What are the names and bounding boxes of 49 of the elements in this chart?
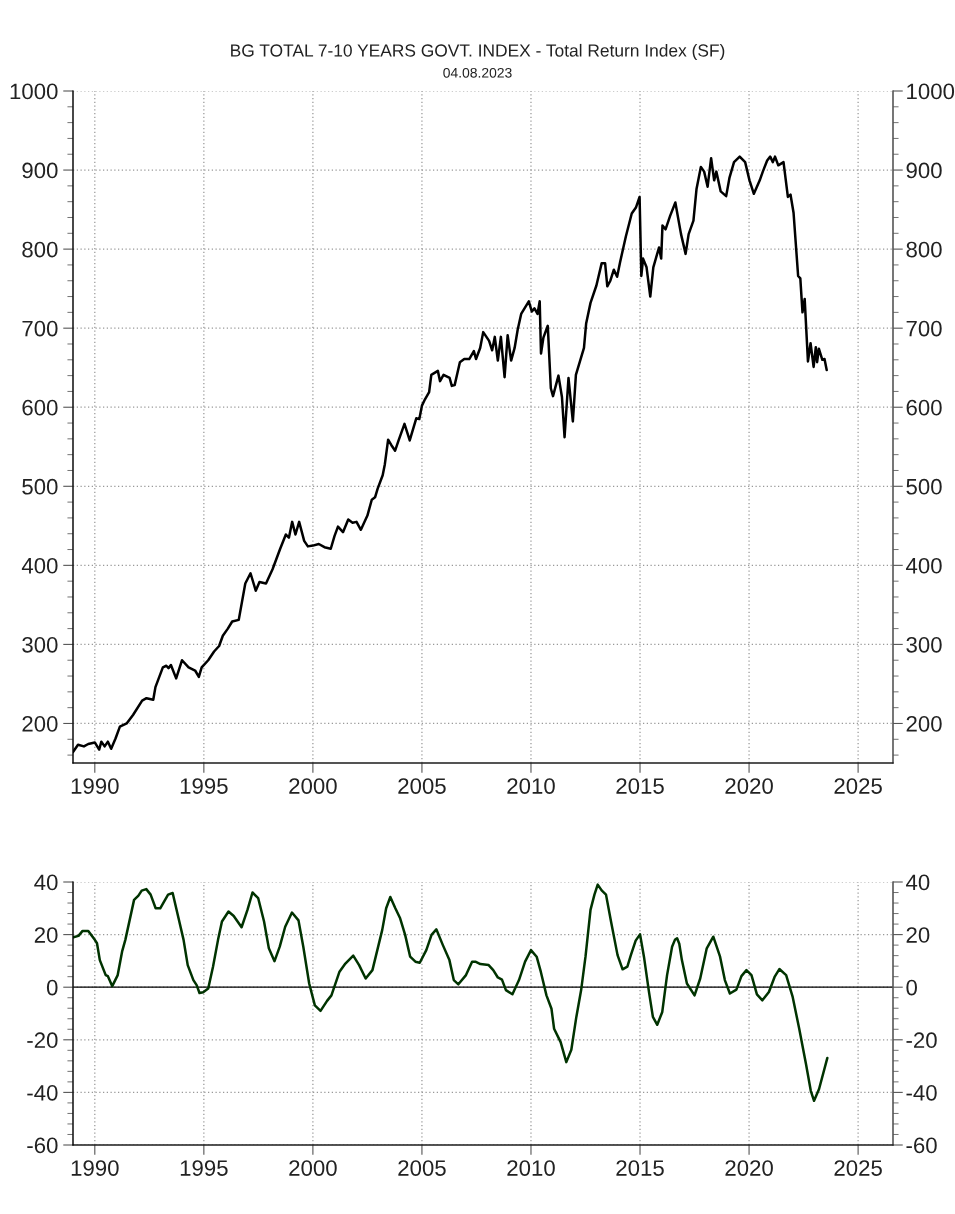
y-tick-label: 300	[22, 636, 58, 653]
x-tick-label: 2020	[725, 778, 773, 794]
y2-tick-label: 400	[906, 557, 942, 574]
chart-title: BG TOTAL 7-10 YEARS GOVT. INDEX - Total Return Index (SF)	[231, 43, 725, 61]
y-tick-label: 400	[21, 557, 58, 574]
x-tick-label: 2025	[834, 778, 882, 794]
y2-tick-label: 900	[906, 162, 942, 179]
chart-subtitle: 04.08.2023	[443, 67, 512, 78]
y2-tick-label: 500	[906, 478, 942, 495]
y2-tick-label: 20	[906, 927, 930, 943]
y-tick-label: -20	[27, 1032, 58, 1049]
x-tick-label: 1990	[71, 778, 119, 794]
y-tick-label: 600	[22, 399, 58, 416]
y-tick-label: -60	[27, 1137, 58, 1154]
x-tick-label: 2000	[289, 778, 337, 794]
y-tick-label: 40	[34, 874, 58, 891]
y2-tick-label: 600	[906, 399, 942, 416]
y-tick-label: 1000	[10, 83, 58, 100]
line-series	[73, 883, 829, 1103]
y2-tick-label: 200	[906, 716, 942, 732]
y-tick-label: 200	[22, 716, 58, 732]
x-tick-label: 1995	[180, 778, 228, 794]
y2-tick-label: -40	[906, 1084, 937, 1101]
x-tick-label: 2020	[725, 1160, 773, 1176]
y2-tick-label: -60	[906, 1137, 937, 1154]
x-tick-label: 1995	[180, 1160, 228, 1176]
y-tick-label: 700	[22, 320, 58, 337]
x-tick-label: 2005	[398, 778, 446, 794]
x-tick-label: 2015	[616, 778, 664, 794]
x-tick-label: 2000	[289, 1160, 337, 1176]
y2-tick-label: 300	[906, 636, 942, 653]
y-tick-label: 0	[46, 979, 58, 996]
y2-tick-label: 40	[906, 874, 930, 891]
x-tick-label: 2010	[507, 1160, 555, 1176]
y2-tick-label: 800	[906, 241, 942, 258]
x-tick-label: 2025	[834, 1160, 882, 1176]
y-tick-label: 20	[34, 927, 58, 943]
y2-tick-label: -20	[906, 1032, 937, 1049]
x-tick-label: 2015	[616, 1160, 664, 1176]
y-tick-label: -40	[27, 1084, 58, 1101]
y2-tick-label: 700	[906, 320, 942, 337]
y2-tick-label: 1000	[907, 83, 955, 100]
y2-tick-label: 0	[906, 979, 917, 996]
y-tick-label: 500	[22, 478, 58, 495]
y-tick-label: 800	[22, 241, 58, 258]
x-tick-label: 1990	[71, 1160, 119, 1176]
x-tick-label: 2010	[507, 778, 555, 794]
x-tick-label: 2005	[398, 1160, 446, 1176]
y-tick-label: 900	[22, 162, 58, 179]
